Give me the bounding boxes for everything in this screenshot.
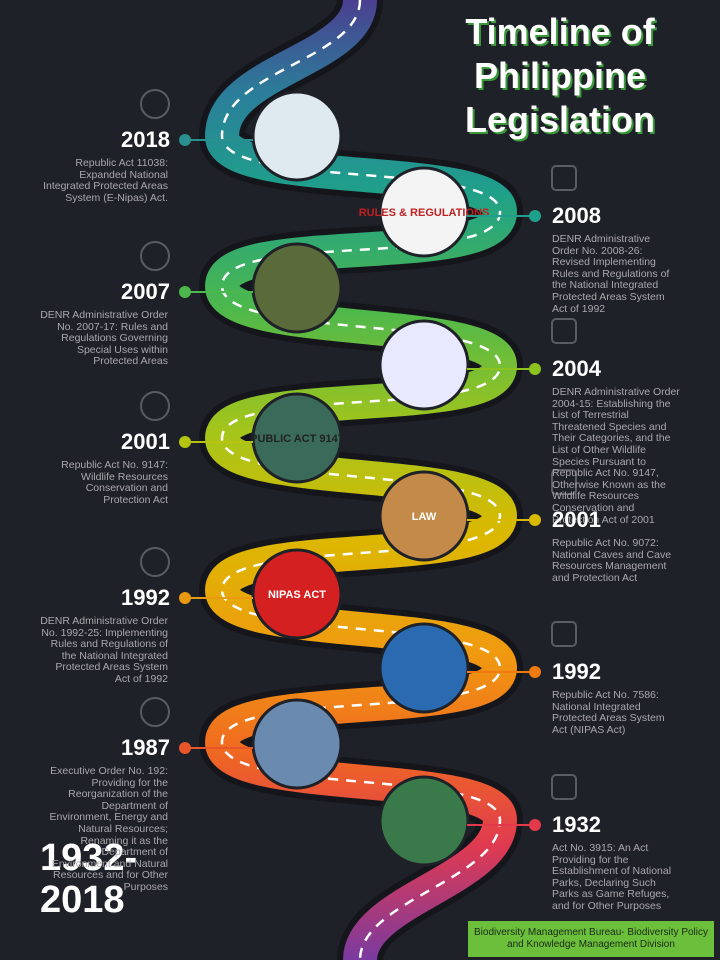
icon <box>140 697 170 727</box>
description: Act No. 3915: An Act Providing for the E… <box>552 842 672 912</box>
photo <box>378 319 470 411</box>
footer: Biodiversity Management Bureau- Biodiver… <box>468 921 714 957</box>
year: 2018 <box>121 127 170 152</box>
photo <box>251 548 343 640</box>
image-label: NIPAS ACT <box>268 589 326 601</box>
period-end: 2018 <box>40 879 125 921</box>
timeline-dot <box>529 514 541 526</box>
icon <box>551 621 577 647</box>
description: DENR Administrative Order No. 2008-26: R… <box>552 233 670 315</box>
image-label: PUBLIC ACT 9147 <box>250 433 344 445</box>
timeline-dot <box>179 742 191 754</box>
description: Executive Order No. 192: Providing for t… <box>49 765 168 893</box>
timeline-dot <box>179 436 191 448</box>
timeline-dot <box>179 134 191 146</box>
period-start: 1932- <box>40 837 138 879</box>
image-label: LAW <box>412 511 437 523</box>
year: 2001 <box>552 507 601 532</box>
year: 2004 <box>552 356 601 381</box>
year: 2008 <box>552 203 601 228</box>
photo <box>378 470 470 562</box>
description: DENR Administrative Order No. 2007-17: R… <box>40 309 168 368</box>
year: 1992 <box>552 659 601 684</box>
photo <box>378 622 470 714</box>
photo <box>251 90 343 182</box>
description: Republic Act 11038: Expanded National In… <box>43 157 168 204</box>
year: 1992 <box>121 585 170 610</box>
year: 2007 <box>121 279 170 304</box>
timeline-dot <box>529 666 541 678</box>
photo <box>251 698 343 790</box>
description: Republic Act No. 9147: Wildlife Resource… <box>61 459 168 506</box>
description: Republic Act No. 9072: National Caves an… <box>552 537 672 584</box>
photo <box>251 242 343 334</box>
timeline-dot <box>529 819 541 831</box>
icon <box>140 89 170 119</box>
timeline-dot <box>529 363 541 375</box>
description: DENR Administrative Order 2004-15: Estab… <box>552 386 680 526</box>
photo <box>251 392 343 484</box>
photo <box>378 775 470 867</box>
icon <box>551 165 577 191</box>
description: Republic Act No. 7586: National Integrat… <box>552 689 665 736</box>
icon <box>140 391 170 421</box>
icon <box>551 469 577 495</box>
timeline-marks: PUBLIC ACT 9147 NIPAS ACT RULES & REGULATI… <box>140 89 577 867</box>
timeline-dot <box>179 286 191 298</box>
icon <box>140 547 170 577</box>
icon <box>551 774 577 800</box>
year: 1987 <box>121 735 170 760</box>
image-label: RULES & REGULATIONS <box>359 207 490 219</box>
icon <box>551 318 577 344</box>
timeline-dot <box>179 592 191 604</box>
title: Timeline of Philippine Legislation <box>464 11 656 140</box>
timeline-dot <box>529 210 541 222</box>
description: DENR Administrative Order No. 1992-25: I… <box>40 615 168 685</box>
photo <box>378 166 470 258</box>
year: 2001 <box>121 429 170 454</box>
icon <box>140 241 170 271</box>
year: 1932 <box>552 812 601 837</box>
